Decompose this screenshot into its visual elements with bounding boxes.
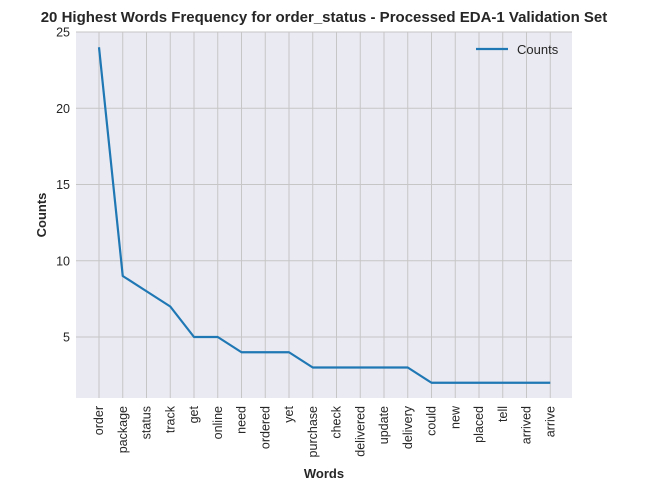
x-tick-label: delivered <box>353 406 367 457</box>
x-tick-label: check <box>330 405 344 438</box>
x-tick-label: need <box>235 406 249 434</box>
x-tick-label: arrived <box>520 406 534 444</box>
x-tick-label: ordered <box>258 406 272 449</box>
x-tick-label: new <box>448 405 462 429</box>
x-tick-label: get <box>187 405 201 423</box>
x-tick-label: online <box>211 406 225 439</box>
x-tick-label: package <box>116 406 130 453</box>
x-tick-label: placed <box>472 406 486 443</box>
x-tick-label: yet <box>282 405 296 422</box>
x-tick-label: could <box>425 406 439 436</box>
x-tick-labels: order package status track get online need orde… <box>92 405 557 457</box>
y-tick-label: 5 <box>63 331 70 345</box>
x-tick-label: arrive <box>543 406 557 437</box>
y-tick-label: 25 <box>56 26 70 40</box>
x-axis-label: Words <box>304 466 344 481</box>
x-tick-label: delivery <box>401 405 415 449</box>
y-tick-label: 15 <box>56 178 70 192</box>
x-tick-label: update <box>377 406 391 444</box>
x-tick-label: order <box>92 406 106 435</box>
counts-series-line <box>97 47 551 384</box>
x-tick-label: purchase <box>306 406 320 457</box>
y-tick-labels: 5 10 15 20 25 <box>56 26 70 345</box>
x-tick-label: tell <box>496 406 510 422</box>
plot-background <box>76 32 572 398</box>
y-tick-label: 20 <box>56 102 70 116</box>
legend-label: Counts <box>517 42 559 57</box>
x-tick-label: status <box>140 406 154 439</box>
y-gridlines <box>76 31 572 338</box>
chart-title: 20 Highest Words Frequency for order_sta… <box>41 9 608 26</box>
x-tick-label: track <box>163 405 177 433</box>
y-axis-label: Counts <box>34 193 49 238</box>
y-tick-label: 10 <box>56 254 70 268</box>
legend: Counts <box>476 42 559 57</box>
